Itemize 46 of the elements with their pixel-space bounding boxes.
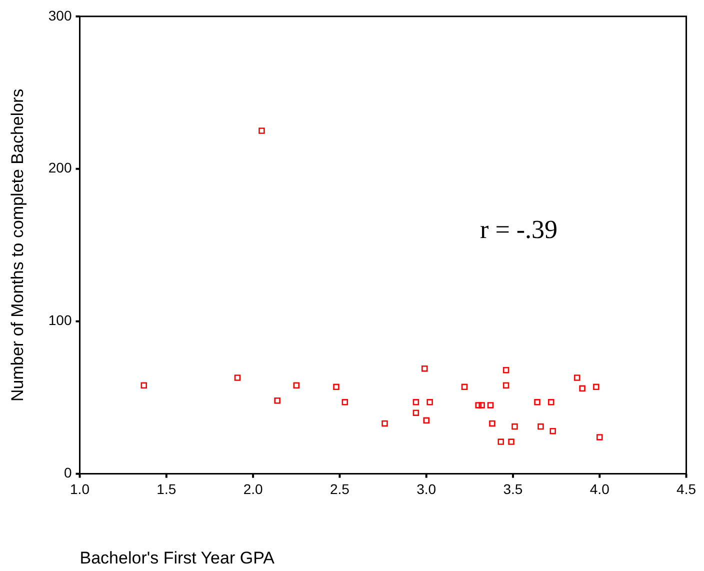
y-tick-label: 200 [48,160,72,176]
point [508,438,514,445]
x-axis-title: Bachelor's First Year GPA [80,548,276,568]
x-tick-label: 2.0 [243,481,263,498]
point [461,384,468,390]
point [274,397,280,404]
point [475,402,482,408]
point [412,399,420,406]
point [579,385,586,392]
point [426,399,433,406]
x-tick-label: 3.5 [503,481,523,498]
x-tick-label: 4.0 [590,481,610,498]
point [534,399,540,406]
point [478,402,485,408]
point [421,365,428,372]
point [502,367,510,374]
point [412,410,420,416]
point [538,423,544,430]
point [382,420,388,427]
point [596,434,603,440]
point [502,382,510,388]
point [574,374,580,381]
x-tick-label: 3.0 [416,481,436,498]
point [593,384,600,390]
point [489,420,496,427]
point [293,382,300,388]
point [423,417,430,424]
point [512,423,518,430]
annotation: r = -.39 [480,215,558,244]
point [487,402,494,408]
point [140,382,147,388]
x-tick-label: 1.0 [70,481,90,498]
y-axis-title: Number of Months to complete Bachelors [8,88,27,402]
x-tick-label: 1.5 [156,481,176,498]
point [258,128,265,134]
y-tick-label: 100 [48,312,72,328]
point [342,399,348,406]
point [498,438,504,445]
point [550,428,556,434]
x-tick-label: 4.5 [676,481,696,498]
point [548,399,554,406]
x-tick-label: 2.5 [330,481,350,498]
point [333,384,340,390]
point [234,374,241,381]
y-tick-label: 300 [48,7,72,24]
y-tick-label: 0 [64,464,72,481]
